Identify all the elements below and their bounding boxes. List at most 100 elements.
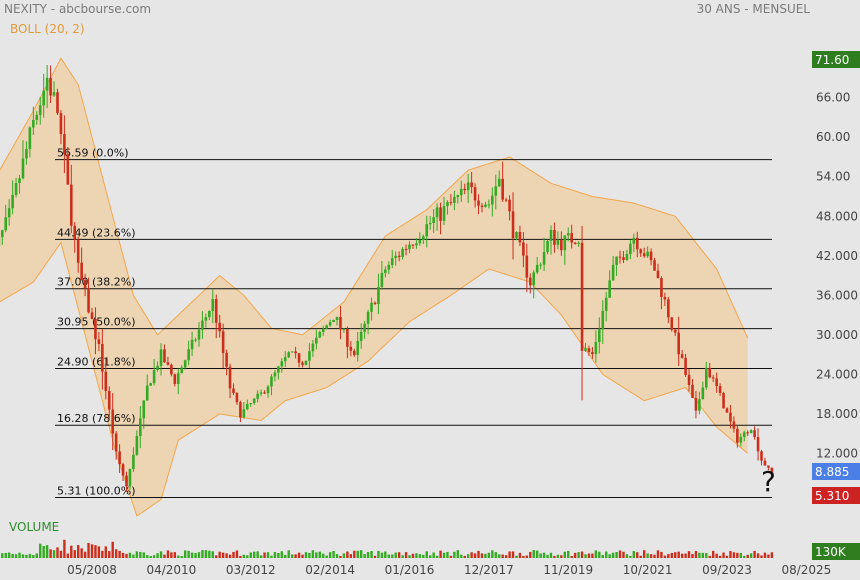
volume-bar-6 [7,552,11,558]
fib-label-6: 5.31 (100.0%) [57,484,136,497]
candle-body-46 [145,385,149,401]
volume-bar-99 [328,552,332,558]
candle-body-142 [477,200,480,206]
volume-bar-195 [660,551,663,558]
volume-bar-82 [270,555,273,558]
volume-bar-56 [180,555,183,558]
time-tick-6: 11/2019 [543,563,593,577]
candle-body-38 [118,451,121,465]
candle-body-23 [66,154,70,185]
candle-body-100 [332,319,335,323]
volume-bar-35 [108,551,111,558]
volume-bar-40 [125,553,128,558]
volume-bar-11 [25,554,28,558]
volume-bar-217 [736,552,739,558]
volume-bar-54 [173,552,177,558]
volume-bar-131 [439,550,442,558]
volume-bar-17 [45,545,49,558]
candle-body-22 [63,134,66,155]
candle-body-44 [139,418,142,437]
candle-body-65 [211,299,215,312]
candle-body-67 [218,322,221,332]
volume-bar-5 [4,552,7,558]
candle-body-150 [504,199,508,201]
volume-bar-175 [591,553,594,558]
candle-body-177 [598,329,601,342]
volume-bar-215 [729,551,732,558]
candle-body-86 [283,357,287,362]
candle-body-82 [270,376,273,387]
volume-bar-120 [401,555,404,558]
bollinger-band-fill [0,58,748,516]
candle-body-94 [311,343,315,352]
volume-bar-39 [121,552,125,558]
candle-body-195 [660,278,663,297]
volume-bar-162 [546,554,549,558]
candle-body-218 [739,436,743,443]
volume-layer [0,539,774,558]
volume-bar-129 [432,552,435,558]
time-tick-2: 03/2012 [226,563,276,577]
candle-body-198 [670,317,674,330]
candle-body-204 [691,385,694,398]
volume-bar-74 [242,554,246,558]
volume-bar-188 [636,552,639,558]
question-mark: ? [761,465,776,498]
candle-body-121 [404,248,408,250]
volume-bar-205 [694,551,698,558]
candle-body-226 [767,465,770,468]
indicator-label: BOLL (20, 2) [10,22,85,36]
volume-bar-130 [435,555,439,558]
volume-bar-90 [297,552,301,558]
candle-body-221 [749,430,753,434]
price-tick-2: 60.00 [816,130,850,144]
candle-body-28 [83,280,87,289]
volume-bar-210 [711,550,715,558]
volume-bar-88 [290,554,294,558]
volume-bar-30 [90,544,94,558]
candle-body-10 [21,158,25,179]
volume-bar-227 [770,552,774,558]
candle-body-170 [573,242,577,245]
candle-body-116 [387,264,391,270]
volume-bar-38 [118,550,121,558]
volume-bar-72 [235,550,239,558]
candle-body-27 [80,262,83,281]
candle-body-203 [687,374,691,386]
volume-bar-190 [642,550,646,558]
candle-body-217 [736,428,739,443]
volume-bar-118 [394,552,397,558]
volume-bar-68 [221,552,225,558]
volume-bar-60 [194,553,197,558]
candle-body-216 [732,421,736,429]
volume-bar-172 [580,551,584,558]
price-tick-8: 24.000 [816,367,858,381]
volume-bar-97 [322,553,325,558]
candle-body-117 [390,258,394,265]
volume-bar-25 [73,550,76,558]
candle-body-87 [287,352,291,358]
candle-body-192 [649,251,653,261]
volume-bar-84 [277,552,280,558]
candle-body-133 [446,202,449,207]
volume-bar-57 [183,550,187,558]
candle-body-102 [339,316,342,330]
candle-body-126 [422,236,425,240]
candle-body-199 [673,329,677,333]
volume-bar-153 [515,555,518,558]
volume-bar-96 [318,551,321,558]
candle-body-148 [497,178,501,187]
candle-body-206 [698,399,701,411]
volume-bar-47 [149,555,152,558]
volume-bar-166 [560,555,563,558]
volume-bar-64 [208,550,211,558]
candle-body-122 [408,244,411,250]
candle-body-71 [232,388,235,394]
volume-bar-9 [18,552,21,558]
volume-bar-116 [387,554,390,558]
candle-body-164 [553,230,556,245]
candle-body-19 [52,92,56,96]
volume-bar-31 [94,545,97,558]
volume-bar-165 [556,554,560,558]
